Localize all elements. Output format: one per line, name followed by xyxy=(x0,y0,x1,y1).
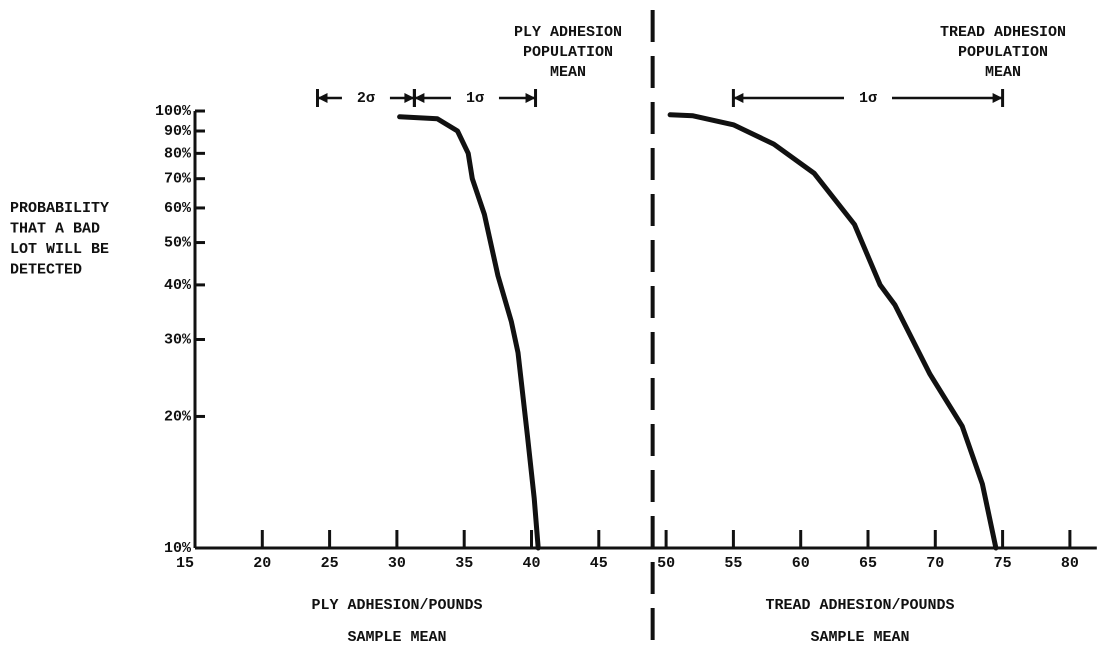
arrowhead xyxy=(733,93,744,103)
x-tick-label: 75 xyxy=(994,555,1012,572)
x-axis-label: TREAD ADHESION/POUNDS xyxy=(765,597,954,614)
x-axis-subtitle: SAMPLE MEAN xyxy=(810,629,909,646)
x-axis-label: PLY ADHESION/POUNDS xyxy=(311,597,482,614)
y-axis-label: LOT WILL BE xyxy=(10,241,109,258)
arrowhead xyxy=(404,93,415,103)
x-tick-label: 80 xyxy=(1061,555,1079,572)
y-tick-label: 90% xyxy=(164,123,192,140)
arrowhead xyxy=(414,93,425,103)
x-tick-label: 20 xyxy=(253,555,271,572)
y-tick-label: 70% xyxy=(164,171,192,188)
curve xyxy=(667,112,999,551)
arrowhead xyxy=(317,93,328,103)
interval xyxy=(731,89,1005,107)
y-tick-label: 100% xyxy=(155,103,192,120)
interval-label: 1σ xyxy=(859,90,877,107)
y-tick-label: 60% xyxy=(164,200,192,217)
y-tick-label: 20% xyxy=(164,408,192,425)
interval xyxy=(412,89,538,107)
x-tick-label: 45 xyxy=(590,555,608,572)
y-tick-label: 30% xyxy=(164,331,192,348)
annotation: POPULATION xyxy=(958,44,1048,61)
annotation: PLY ADHESION xyxy=(514,24,622,41)
x-axis-subtitle: SAMPLE MEAN xyxy=(347,629,446,646)
annotation: MEAN xyxy=(550,64,586,81)
x-tick-label: 40 xyxy=(522,555,540,572)
x-tick-label: 15 xyxy=(176,555,194,572)
annotation: MEAN xyxy=(985,64,1021,81)
x-tick-label: 55 xyxy=(724,555,742,572)
interval-label: 2σ xyxy=(357,90,375,107)
y-axis-label: PROBABILITY xyxy=(10,200,109,217)
x-tick-label: 25 xyxy=(321,555,339,572)
y-tick-label: 80% xyxy=(164,145,192,162)
y-tick-label: 50% xyxy=(164,235,192,252)
annotation: POPULATION xyxy=(523,44,613,61)
annotation: TREAD ADHESION xyxy=(940,24,1066,41)
y-axis-label: THAT A BAD xyxy=(10,220,100,237)
arrowhead xyxy=(525,93,536,103)
x-tick-label: 70 xyxy=(926,555,944,572)
arrowhead xyxy=(992,93,1003,103)
y-tick-label: 40% xyxy=(164,277,192,294)
curve xyxy=(397,114,541,551)
x-tick-label: 65 xyxy=(859,555,877,572)
y-axis-label: DETECTED xyxy=(10,261,82,278)
x-tick-label: 30 xyxy=(388,555,406,572)
y-tick-label: 10% xyxy=(164,540,192,557)
x-tick-label: 35 xyxy=(455,555,473,572)
x-tick-label: 60 xyxy=(792,555,810,572)
x-tick-label: 50 xyxy=(657,555,675,572)
interval-label: 1σ xyxy=(466,90,484,107)
